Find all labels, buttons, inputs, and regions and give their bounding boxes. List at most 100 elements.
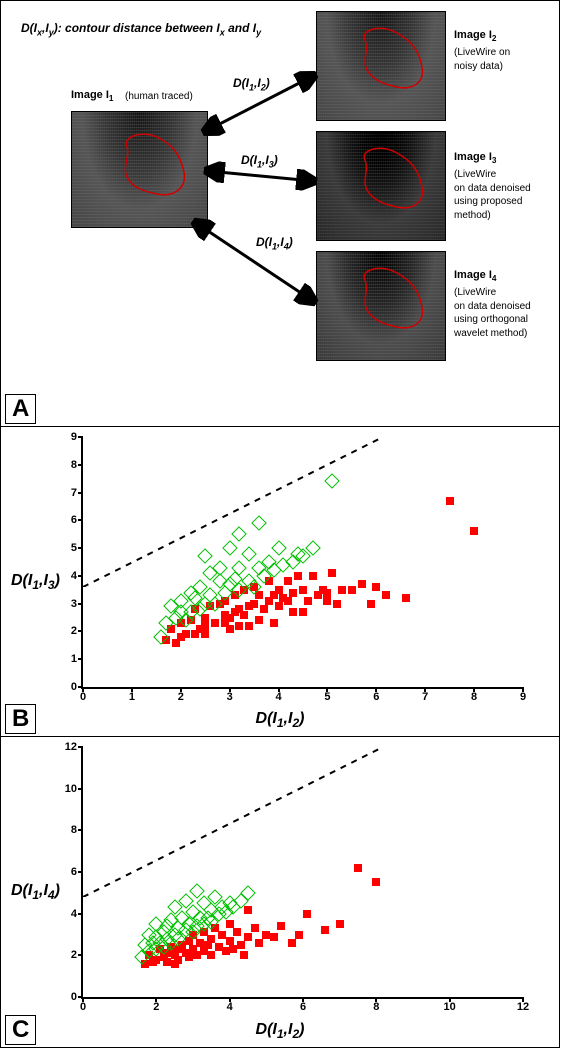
red_squares-marker — [211, 619, 219, 627]
red_squares-marker — [207, 951, 215, 959]
red_squares-marker — [226, 937, 234, 945]
xtick-label: 10 — [444, 997, 456, 1013]
red_squares-marker — [367, 600, 375, 608]
red_squares-marker — [372, 878, 380, 886]
ytick-label: 8 — [71, 459, 83, 471]
red_squares-marker — [201, 630, 209, 638]
red_squares-marker — [245, 622, 253, 630]
red_squares-marker — [270, 619, 278, 627]
xtick-label: 6 — [373, 687, 379, 703]
red_squares-marker — [244, 933, 252, 941]
image-i3-label: Image I3 — [454, 151, 497, 165]
red_squares-marker — [470, 527, 478, 535]
red_squares-marker — [240, 611, 248, 619]
edge-label-d14: D(I1,I4) — [256, 235, 293, 251]
xtick-label: 3 — [227, 687, 233, 703]
ytick-label: 9 — [71, 431, 83, 443]
panel-b: D(I1,I3) 01234567890123456789 D(I1,I2) B — [1, 427, 559, 737]
red_squares-marker — [284, 597, 292, 605]
xtick-label: 1 — [129, 687, 135, 703]
image-i2-label: Image I2 — [454, 29, 497, 43]
image-i3-thumb — [316, 131, 446, 241]
xtick-label: 0 — [80, 687, 86, 703]
red_squares-marker — [299, 586, 307, 594]
ytick-label: 8 — [71, 824, 83, 836]
ytick-label: 12 — [65, 741, 83, 753]
red_squares-marker — [235, 622, 243, 630]
red_squares-marker — [226, 920, 234, 928]
chart-c-xlabel: D(I1,I2) — [256, 1021, 305, 1041]
red_squares-marker — [382, 591, 390, 599]
red_squares-marker — [354, 864, 362, 872]
image-i3-caption: (LiveWire on data denoised using propose… — [454, 168, 531, 222]
red_squares-marker — [333, 600, 341, 608]
red_squares-marker — [255, 939, 263, 947]
xtick-label: 4 — [227, 997, 233, 1013]
chart-b-xlabel: D(I1,I2) — [256, 710, 305, 730]
red_squares-marker — [226, 625, 234, 633]
red_squares-marker — [207, 935, 215, 943]
image-i4-caption: (LiveWire on data denoised using orthogo… — [454, 286, 531, 340]
red_squares-marker — [303, 910, 311, 918]
ytick-label: 1 — [71, 653, 83, 665]
red_squares-marker — [336, 920, 344, 928]
image-i2-caption: (LiveWire on noisy data) — [454, 46, 510, 73]
xtick-label: 0 — [80, 997, 86, 1013]
xtick-label: 12 — [517, 997, 529, 1013]
red_squares-marker — [299, 608, 307, 616]
red_squares-marker — [284, 577, 292, 585]
image-i1-label: Image I1 — [71, 89, 114, 103]
red_squares-marker — [402, 594, 410, 602]
image-i1-caption: (human traced) — [125, 90, 193, 104]
red_squares-marker — [323, 597, 331, 605]
red_squares-marker — [294, 572, 302, 580]
red_squares-marker — [309, 572, 317, 580]
panel-a: D(Ix,Iy): contour distance between Ix an… — [1, 1, 559, 427]
red_squares-marker — [275, 586, 283, 594]
red_squares-marker — [288, 939, 296, 947]
red_squares-marker — [201, 614, 209, 622]
red_squares-marker — [328, 569, 336, 577]
red_squares-marker — [251, 924, 259, 932]
figure: D(Ix,Iy): contour distance between Ix an… — [0, 0, 560, 1048]
xtick-label: 7 — [422, 687, 428, 703]
xtick-label: 8 — [471, 687, 477, 703]
ytick-label: 4 — [71, 570, 83, 582]
xtick-label: 2 — [153, 997, 159, 1013]
chart-c: 024681012024681012 — [81, 747, 523, 999]
red_squares-marker — [277, 922, 285, 930]
red_squares-marker — [237, 941, 245, 949]
chart-c-ylabel: D(I1,I4) — [11, 882, 60, 902]
panel-letter-a: A — [5, 394, 36, 424]
red_squares-marker — [255, 616, 263, 624]
image-i4-thumb — [316, 251, 446, 361]
red_squares-marker — [295, 931, 303, 939]
edge-label-d13: D(I1,I3) — [241, 153, 278, 169]
red_squares-marker — [270, 933, 278, 941]
red_squares-marker — [321, 926, 329, 934]
red_squares-marker — [260, 605, 268, 613]
red_squares-marker — [240, 951, 248, 959]
red_squares-marker — [372, 583, 380, 591]
red_squares-marker — [201, 622, 209, 630]
red_squares-marker — [323, 589, 331, 597]
red_squares-marker — [250, 600, 258, 608]
chart-b-ylabel: D(I1,I3) — [11, 571, 60, 591]
xtick-label: 8 — [373, 997, 379, 1013]
image-i1-thumb — [71, 111, 208, 228]
image-i2-thumb — [316, 11, 446, 121]
red_squares-marker — [289, 608, 297, 616]
red_squares-marker — [182, 630, 190, 638]
red_squares-marker — [244, 906, 252, 914]
ytick-label: 2 — [71, 625, 83, 637]
edge-label-d12: D(I1,I2) — [233, 76, 270, 92]
ytick-label: 7 — [71, 487, 83, 499]
ytick-label: 2 — [71, 949, 83, 961]
red_squares-marker — [304, 597, 312, 605]
red_squares-marker — [348, 586, 356, 594]
ytick-label: 4 — [71, 908, 83, 920]
red_squares-marker — [289, 589, 297, 597]
panel-c: D(I1,I4) 024681012024681012 D(I1,I2) C — [1, 737, 559, 1047]
red_squares-marker — [275, 602, 283, 610]
definition-text: D(Ix,Iy): contour distance between Ix an… — [21, 21, 261, 37]
